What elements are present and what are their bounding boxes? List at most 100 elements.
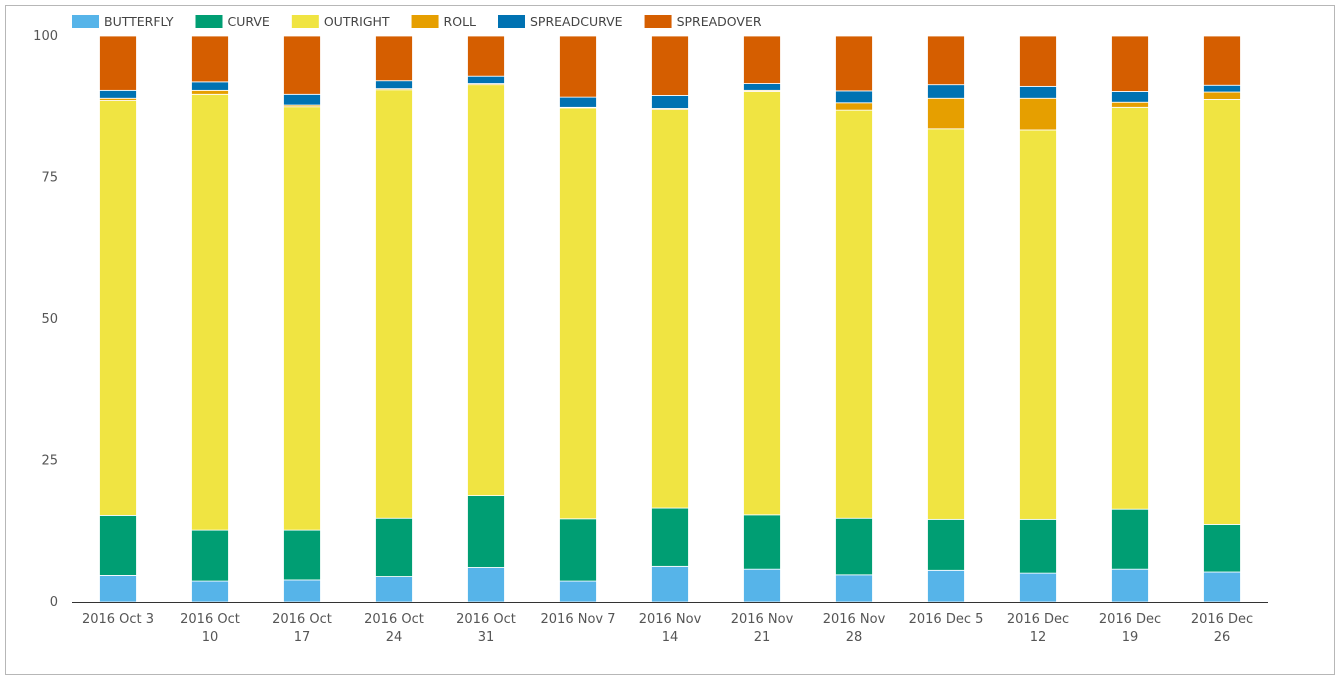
bar-segment-outright-12[interactable] <box>1111 106 1149 510</box>
bar-segment-spreadcurve-9[interactable] <box>835 90 873 104</box>
bar-segment-outright-1[interactable] <box>99 100 137 516</box>
bar-segment-curve-4[interactable] <box>375 517 413 577</box>
bar-segment-outright-4[interactable] <box>375 89 413 519</box>
x-tick-label-2016-dec-5: 2016 Dec 5 <box>909 612 984 627</box>
y-tick-label-25: 25 <box>41 454 58 469</box>
bar-segment-outright-8[interactable] <box>743 91 781 516</box>
x-axis: 2016 Oct 3 2016 Oct 10 2016 Oct 17 2016 Oct 24… <box>72 602 1268 645</box>
bar-segment-spreadcurve-1[interactable] <box>99 89 137 99</box>
bar-segment-spreadcurve-5[interactable] <box>467 75 505 84</box>
bar-segment-outright-2[interactable] <box>191 93 229 531</box>
bar-segment-outright-3[interactable] <box>283 106 321 531</box>
bar-segment-spreadover-13[interactable] <box>1203 35 1241 86</box>
bar-segment-spreadover-6[interactable] <box>559 35 597 98</box>
bar-segment-spreadover-12[interactable] <box>1111 35 1149 92</box>
bar-segment-butterfly-13[interactable] <box>1203 571 1241 603</box>
bar-segment-curve-5[interactable] <box>467 495 505 568</box>
legend-item-spreadcurve[interactable]: SPREADCURVE <box>498 14 623 29</box>
bar-segment-curve-8[interactable] <box>743 514 781 570</box>
bar-segment-outright-5[interactable] <box>467 84 505 497</box>
bar-segment-curve-9[interactable] <box>835 517 873 576</box>
bar-segment-spreadover-2[interactable] <box>191 35 229 83</box>
legend-swatch-outright <box>291 15 319 28</box>
legend-swatch-spreadover <box>644 15 672 28</box>
bar-segment-spreadover-11[interactable] <box>1019 35 1057 87</box>
bar-segment-butterfly-11[interactable] <box>1019 572 1057 603</box>
bar-segment-spreadcurve-8[interactable] <box>743 83 781 91</box>
legend-item-butterfly[interactable]: BUTTERFLY <box>72 14 174 29</box>
legend-item-outright[interactable]: OUTRIGHT <box>291 14 390 29</box>
bar-segment-curve-10[interactable] <box>927 518 965 571</box>
legend-item-curve[interactable]: CURVE <box>195 14 270 29</box>
bar-segment-spreadcurve-6[interactable] <box>559 96 597 108</box>
bar-segment-roll-2[interactable] <box>191 89 229 95</box>
bar-stack-2016-oct-10 <box>191 35 229 603</box>
legend-item-roll[interactable]: ROLL <box>411 14 476 29</box>
legend-swatch-curve <box>195 15 223 28</box>
bar-segment-butterfly-1[interactable] <box>99 575 137 603</box>
bar-stack-2016-oct-3 <box>99 35 137 603</box>
x-tick-label-2016-dec-19: 2016 Dec 19 <box>1099 612 1161 645</box>
bar-segment-spreadcurve-4[interactable] <box>375 80 413 90</box>
bar-segment-curve-1[interactable] <box>99 515 137 576</box>
bar-segment-roll-12[interactable] <box>1111 101 1149 108</box>
bar-segment-curve-7[interactable] <box>651 507 689 567</box>
bar-segment-butterfly-10[interactable] <box>927 569 965 603</box>
bar-segment-roll-11[interactable] <box>1019 97 1057 131</box>
bar-segment-outright-9[interactable] <box>835 109 873 519</box>
bar-segment-spreadover-10[interactable] <box>927 35 965 86</box>
bar-segment-spreadcurve-12[interactable] <box>1111 91 1149 103</box>
bar-segment-curve-13[interactable] <box>1203 524 1241 573</box>
y-tick-label-0: 0 <box>50 595 58 610</box>
bar-segment-spreadcurve-11[interactable] <box>1019 85 1057 99</box>
bar-segment-spreadover-1[interactable] <box>99 35 137 91</box>
bar-segment-curve-6[interactable] <box>559 518 597 582</box>
bar-segment-spreadcurve-13[interactable] <box>1203 84 1241 93</box>
bar-stack-2016-nov-21 <box>743 35 781 603</box>
bar-segment-curve-2[interactable] <box>191 529 229 582</box>
bar-segment-curve-3[interactable] <box>283 529 321 581</box>
x-tick-label-2016-dec-12: 2016 Dec 12 <box>1007 612 1069 645</box>
bar-segment-outright-6[interactable] <box>559 107 597 520</box>
legend: BUTTERFLY CURVE OUTRIGHT ROLL SPREADCURVE SPR… <box>72 14 762 29</box>
bar-stack-2016-nov-28 <box>835 35 873 603</box>
bar-segment-butterfly-2[interactable] <box>191 580 229 603</box>
bar-stack-2016-dec-5 <box>927 35 965 603</box>
bar-segment-butterfly-5[interactable] <box>467 567 505 603</box>
bar-segment-butterfly-6[interactable] <box>559 580 597 603</box>
bar-segment-spreadover-8[interactable] <box>743 35 781 84</box>
bar-segment-outright-13[interactable] <box>1203 98 1241 525</box>
bar-segment-spreadcurve-10[interactable] <box>927 84 965 99</box>
bar-segment-spreadover-7[interactable] <box>651 35 689 96</box>
y-tick-label-50: 50 <box>41 312 58 327</box>
bar-segment-roll-9[interactable] <box>835 102 873 111</box>
bar-segment-spreadcurve-7[interactable] <box>651 95 689 109</box>
bar-segment-roll-10[interactable] <box>927 97 965 130</box>
bar-segment-outright-10[interactable] <box>927 128 965 520</box>
bar-segment-spreadover-4[interactable] <box>375 35 413 82</box>
legend-label-roll: ROLL <box>444 14 476 29</box>
legend-label-outright: OUTRIGHT <box>324 14 390 29</box>
bar-segment-butterfly-7[interactable] <box>651 565 689 603</box>
bar-segment-butterfly-3[interactable] <box>283 579 321 603</box>
bar-segment-curve-12[interactable] <box>1111 508 1149 570</box>
bar-segment-roll-13[interactable] <box>1203 91 1241 100</box>
bar-segment-butterfly-12[interactable] <box>1111 568 1149 603</box>
bar-segment-spreadover-3[interactable] <box>283 35 321 95</box>
bar-segment-spreadover-5[interactable] <box>467 35 505 77</box>
legend-label-butterfly: BUTTERFLY <box>104 14 174 29</box>
bar-segment-spreadover-9[interactable] <box>835 35 873 92</box>
bar-segment-butterfly-8[interactable] <box>743 568 781 603</box>
x-tick-label-2016-nov-7: 2016 Nov 7 <box>541 612 616 627</box>
bar-segment-curve-11[interactable] <box>1019 518 1057 574</box>
y-tick-label-100: 100 <box>33 29 58 44</box>
bar-segment-outright-7[interactable] <box>651 109 689 509</box>
legend-label-curve: CURVE <box>228 14 270 29</box>
bar-segment-outright-11[interactable] <box>1019 129 1057 520</box>
bar-segment-spreadcurve-3[interactable] <box>283 93 321 106</box>
legend-item-spreadover[interactable]: SPREADOVER <box>644 14 762 29</box>
bar-segment-butterfly-4[interactable] <box>375 576 413 603</box>
bar-segment-spreadcurve-2[interactable] <box>191 81 229 91</box>
bar-segment-butterfly-9[interactable] <box>835 574 873 603</box>
